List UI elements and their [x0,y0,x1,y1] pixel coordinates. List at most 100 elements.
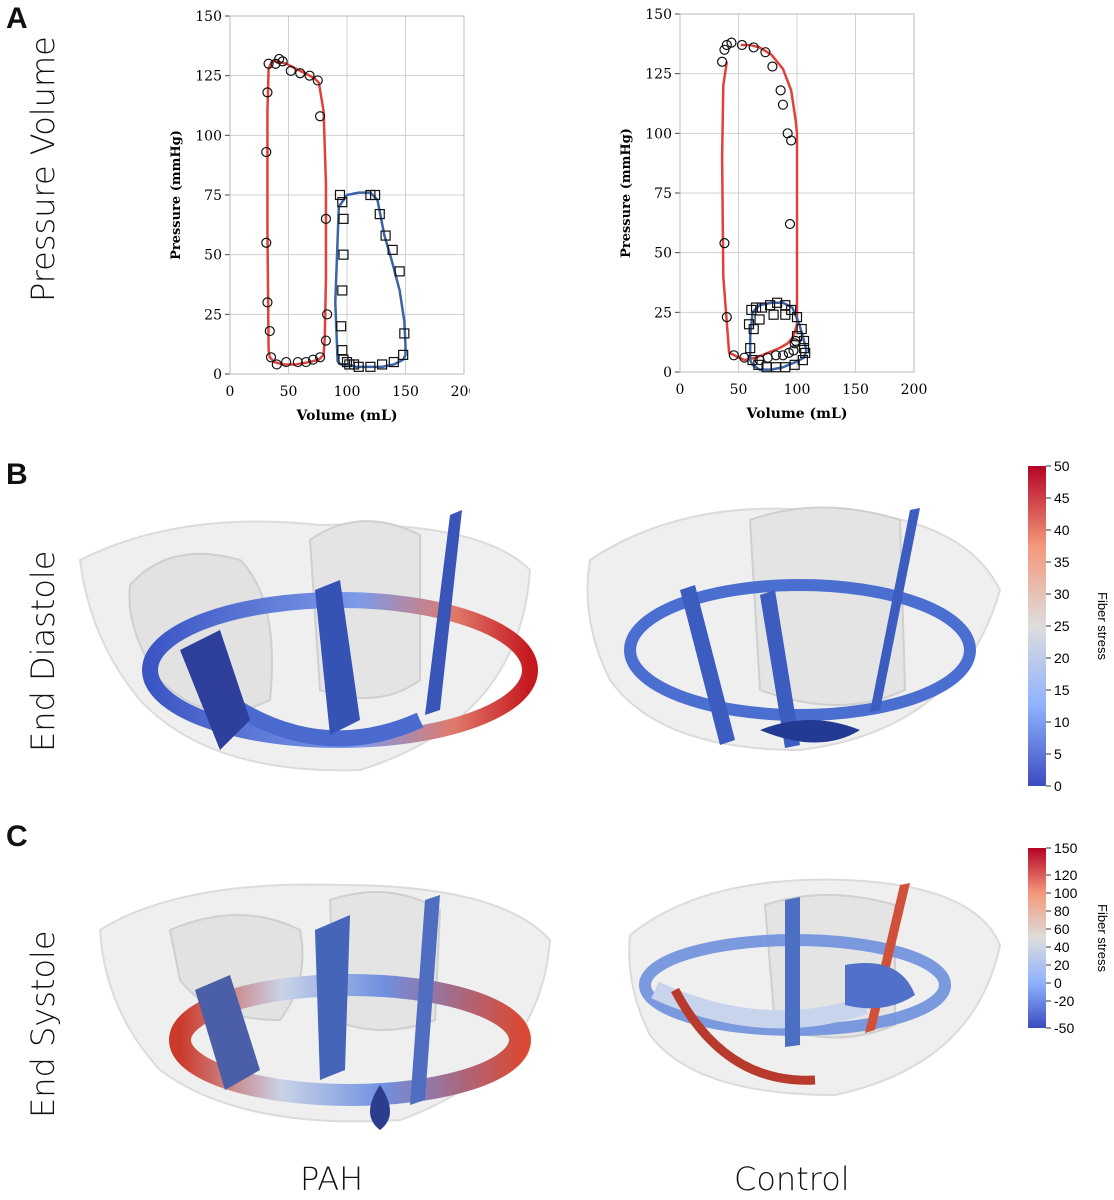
lv-data-point [312,75,323,86]
rv-data-point [394,266,405,277]
lv-data-point [277,56,288,67]
lv-data-point [300,356,312,368]
rv-data-point [768,309,779,320]
rv-model-line [334,191,407,369]
x-tick-label: 100 [334,384,361,400]
rv-data-point [338,249,349,260]
rv-data-point [761,362,772,373]
lv-data-point [726,37,737,48]
lv-data-point [775,85,786,96]
column-title-control: Control [734,1160,850,1198]
lv-data-point [719,44,730,55]
y-tick-label: 50 [654,246,672,262]
lv-data-point [263,58,274,69]
colorbar-tick-label: 20 [1054,650,1070,666]
colorbar-tick-label: 80 [1054,903,1070,919]
rv-data-point [387,244,398,255]
panel-label-c: C [6,820,28,853]
colorbar-tick-label: -20 [1054,993,1074,1009]
plot-frame [229,15,465,375]
panel-label-b: B [6,458,28,491]
x-axis-label: Volume (mL) [296,408,398,424]
rv-data-point [750,302,762,313]
colorbar-tick-label: 50 [1054,458,1070,474]
x-tick-label: 150 [842,382,869,398]
heart-render-pah-systole [98,883,552,1130]
lv-data-point [314,111,326,122]
lv-data-point [719,238,730,249]
pv-chart-pah: 0 50 100 150 200 0 25 50 75 100 125 150 Volume (mL) P… [169,9,470,424]
x-tick-label: 50 [280,384,298,400]
lv-data-point [767,61,778,72]
lv-data-point [760,47,771,58]
lv-data-point [261,146,272,158]
lv-data-point [261,237,272,248]
rv-data-point [754,314,765,325]
panel-label-a: A [6,2,28,35]
lv-data-point [717,56,728,67]
lv-data-point [721,39,732,51]
rv-data-point [334,189,346,201]
rv-data-point [369,189,381,201]
lv-data-point [739,352,750,363]
rv-data-point [365,361,376,372]
row-title-pressure-volume: Pressure Volume [24,36,62,302]
rv-data-point [336,321,347,332]
x-tick-label: 0 [226,384,235,400]
rv-data-point [780,309,791,320]
y-tick-label: 75 [654,186,672,202]
y-tick-label: 100 [195,128,222,144]
colorbar-tick-label: 40 [1054,522,1070,538]
y-tick-label: 100 [645,126,672,142]
lv-data-point [748,42,759,53]
rv-data-point [398,349,409,361]
colorbar-tick-label: 30 [1054,586,1070,602]
lv-data-point [320,213,332,224]
lv-data-point [783,347,794,359]
rv-data-point [338,354,349,365]
plot-frame [679,13,915,373]
rv-data-point [337,345,348,356]
colorbar-tick-label: 40 [1054,939,1070,955]
y-tick-label: 0 [213,367,222,383]
lv-data-point [262,87,273,98]
lv-data-point [265,352,277,363]
colorbar-systole: -50 -20 0 20 40 60 80 100 120 150 Fiber stress [1028,840,1110,1036]
x-tick-label: 50 [730,382,748,398]
rv-data-point [748,323,759,335]
colorbar-gradient [1028,848,1046,1028]
x-axis-label: Volume (mL) [746,406,848,422]
rv-data-point [756,302,767,313]
y-tick-label: 25 [204,307,222,323]
colorbar-gradient [1028,466,1046,786]
rv-data-point [374,208,385,220]
colorbar-tick-label: 120 [1054,867,1078,883]
lv-model-line [266,60,328,366]
colorbar-tick-label: 10 [1054,714,1070,730]
x-tick-label: 100 [784,382,811,398]
row-title-end-systole: End Systole [24,930,62,1118]
colorbar-tick-label: 45 [1054,490,1070,506]
column-title-pah: PAH [300,1160,364,1198]
lv-data-point [314,352,326,363]
y-tick-label: 0 [663,365,672,381]
heart-render-control-systole [628,878,1002,1097]
rv-data-point [747,354,758,366]
rv-data-point [772,297,783,308]
rv-data-point [377,359,388,370]
x-tick-label: 150 [392,384,419,400]
row-title-end-diastole: End Diastole [24,550,62,753]
rv-data-point [388,356,399,368]
lv-data-point [786,135,797,146]
lv-data-point [788,345,799,356]
lv-data-point [304,70,315,81]
colorbar-tick-label: 100 [1054,885,1078,901]
y-tick-label: 150 [645,7,672,23]
lv-data-point [307,354,319,365]
x-tick-label: 200 [451,384,470,400]
colorbar-tick-label: 25 [1054,618,1070,634]
rv-data-point [791,331,803,342]
lv-data-point [784,218,796,230]
rv-data-point [399,328,410,339]
colorbar-tick-label: 0 [1054,975,1062,991]
